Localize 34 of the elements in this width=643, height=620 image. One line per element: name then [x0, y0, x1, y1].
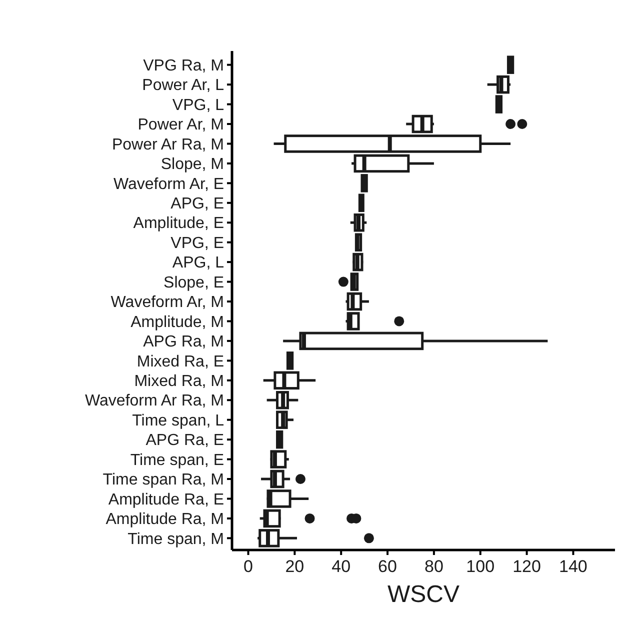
x-axis-title: WSCV	[388, 581, 460, 608]
y-tick-label: Power Ar, L	[142, 77, 224, 94]
y-tick-label: VPG, E	[170, 234, 224, 252]
x-tick-label: 120	[512, 557, 541, 576]
y-tick-label: Amplitude, E	[133, 215, 224, 232]
x-tick-label: 40	[332, 557, 351, 576]
y-tick-label: Time span, L	[132, 412, 224, 430]
x-tick-label: 0	[244, 557, 253, 576]
y-tick-label: Power Ar Ra, M	[112, 136, 224, 154]
y-tick-label: Slope, M	[160, 156, 224, 174]
y-tick-label: APG, E	[170, 195, 224, 212]
y-tick-label: Mixed Ra, E	[136, 353, 224, 370]
y-tick-label: VPG, L	[172, 96, 224, 114]
y-tick-label: APG, L	[172, 254, 224, 272]
y-tick-label: Amplitude, M	[130, 314, 224, 331]
y-tick-label: APG Ra, E	[146, 432, 224, 450]
y-tick-label: Time span, M	[128, 530, 224, 548]
y-tick-label: Waveform Ar, M	[110, 294, 224, 312]
x-tick-label: 140	[559, 557, 588, 576]
x-tick-label: 80	[424, 557, 444, 576]
y-tick-label: Waveform Ar, E	[113, 176, 224, 193]
y-tick-label: Mixed Ra, M	[134, 372, 224, 390]
y-tick-label: Amplitude Ra, M	[106, 511, 224, 528]
y-tick-label: Slope, E	[164, 274, 224, 292]
y-tick-label: VPG Ra, M	[143, 57, 224, 74]
y-tick-label: Amplitude Ra, E	[108, 491, 224, 508]
y-tick-label: Waveform Ar Ra, M	[85, 392, 224, 410]
y-tick-label: Time span Ra, M	[102, 472, 224, 489]
x-tick-label: 20	[285, 557, 304, 576]
x-tick-label: 60	[378, 557, 397, 576]
x-tick-label: 100	[466, 557, 495, 576]
y-tick-label: Power Ar, M	[138, 116, 224, 134]
y-tick-label: Time span, E	[130, 452, 224, 469]
y-tick-label: APG Ra, M	[143, 334, 224, 351]
